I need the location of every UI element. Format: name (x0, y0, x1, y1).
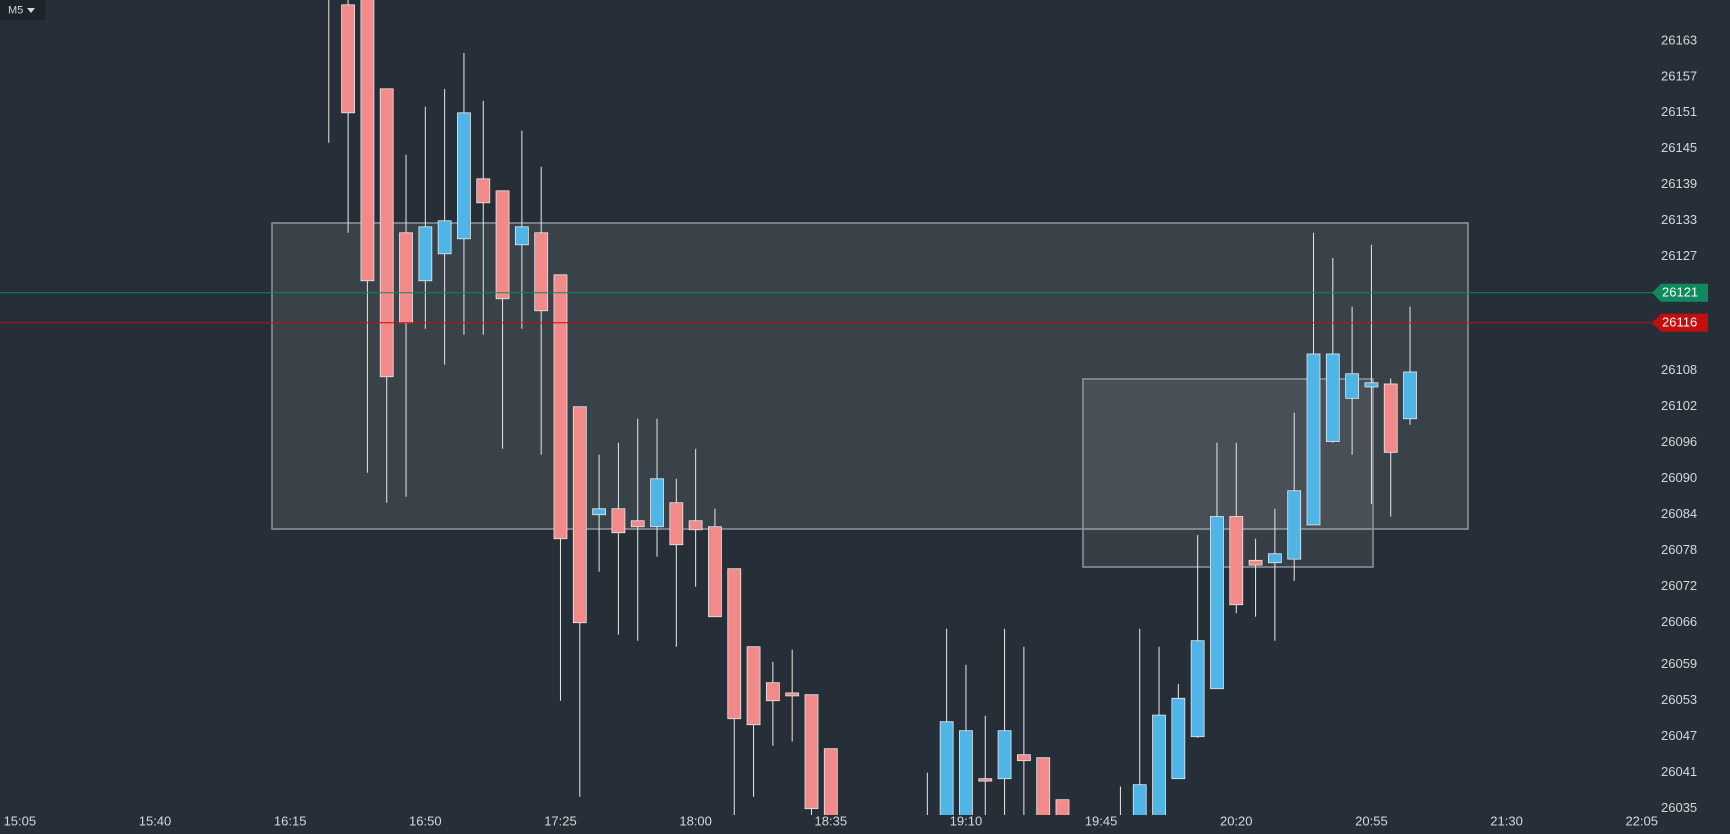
y-tick-label: 26041 (1661, 764, 1697, 779)
y-tick-label: 26157 (1661, 68, 1697, 83)
y-tick-label: 26139 (1661, 176, 1697, 191)
candle-body (1055, 799, 1070, 815)
candle-body (495, 190, 510, 300)
candle-body (650, 478, 664, 528)
y-tick-label: 26145 (1661, 140, 1697, 155)
y-tick-label: 26072 (1661, 578, 1697, 593)
candle-body (553, 274, 568, 540)
y-tick-label: 26035 (1661, 800, 1697, 815)
candle-body (437, 220, 452, 255)
candle-body (1403, 371, 1417, 420)
candle-body (399, 232, 413, 324)
candle-body (669, 502, 684, 546)
candle-body (418, 226, 433, 282)
price-tag (1652, 283, 1708, 302)
price-tag (1652, 313, 1708, 332)
candle-body (630, 520, 645, 528)
x-tick-label: 20:55 (1355, 813, 1388, 828)
x-tick-label: 19:45 (1085, 813, 1118, 828)
candle-body (978, 778, 993, 782)
x-tick-label: 22:05 (1625, 813, 1658, 828)
candle-body (379, 88, 394, 378)
candle-body (1345, 373, 1360, 399)
candle-body (688, 520, 703, 531)
x-tick-label: 21:30 (1490, 813, 1523, 828)
candle-body (1016, 754, 1031, 762)
candle-body (1383, 383, 1398, 453)
candle-body (1132, 784, 1147, 815)
y-tick-label: 26078 (1661, 542, 1697, 557)
zones (271, 222, 1469, 568)
x-tick-label: 18:00 (679, 813, 712, 828)
candles (328, 0, 1417, 815)
candle-body (1267, 553, 1282, 564)
candle-body (360, 0, 375, 282)
candle-body (1248, 559, 1263, 566)
candle-body (765, 682, 780, 702)
x-tick-label: 16:50 (409, 813, 442, 828)
y-tick-label: 26151 (1661, 104, 1697, 119)
x-tick-label: 17:25 (544, 813, 577, 828)
x-tick-label: 20:20 (1220, 813, 1253, 828)
candle-body (823, 748, 838, 815)
y-tick-label: 26108 (1661, 362, 1697, 377)
candle-body (1325, 353, 1340, 442)
candle-body (1210, 516, 1224, 690)
y-tick-label: 26084 (1661, 506, 1697, 521)
y-tick-label: 26127 (1661, 248, 1697, 263)
candle-body (804, 694, 819, 810)
candle-body (1036, 757, 1051, 815)
candle-body (1152, 714, 1166, 815)
x-tick-label: 19:10 (950, 813, 983, 828)
candle-body (457, 112, 471, 240)
candle-body (708, 526, 722, 618)
y-tick-label: 26096 (1661, 434, 1697, 449)
candle-body (727, 568, 742, 720)
candle-body (572, 406, 587, 624)
candle-body (592, 508, 607, 516)
candle-body (1364, 382, 1379, 388)
zone-rectangle (271, 222, 1469, 530)
y-tick-label: 26102 (1661, 398, 1697, 413)
candle-body (476, 178, 491, 204)
y-tick-label: 26163 (1661, 32, 1697, 47)
dropdown-arrow[interactable] (27, 8, 35, 13)
timeframe-label[interactable]: M5 (8, 4, 23, 16)
y-tick-label: 26090 (1661, 470, 1697, 485)
candle-body (939, 721, 954, 815)
candle-body (341, 4, 355, 114)
y-tick-label: 26066 (1661, 614, 1697, 629)
candle-body (959, 730, 973, 815)
timeframe-selector[interactable]: M5 (0, 0, 45, 20)
x-tick-label: 18:35 (815, 813, 848, 828)
candle-body (611, 508, 626, 534)
candle-body (534, 232, 549, 312)
x-tick-label: 15:05 (4, 813, 37, 828)
candle-body (746, 646, 761, 726)
candle-body (997, 730, 1012, 780)
candle-body (1229, 516, 1244, 606)
price-tag-label: 26121 (1662, 285, 1698, 300)
candle-body (1190, 640, 1205, 738)
y-tick-label: 26133 (1661, 212, 1697, 227)
y-tick-label: 26053 (1661, 692, 1697, 707)
candle-body (1306, 353, 1321, 526)
timeframe-button[interactable] (0, 0, 45, 20)
y-tick-label: 26059 (1661, 656, 1697, 671)
x-tick-label: 16:15 (274, 813, 307, 828)
price-tag-label: 26116 (1662, 315, 1697, 330)
x-tick-label: 15:40 (139, 813, 172, 828)
candle-body (1287, 490, 1302, 560)
candle-body (785, 692, 800, 697)
zone-rectangle (1082, 378, 1374, 568)
y-tick-label: 26047 (1661, 728, 1697, 743)
candle-body (514, 226, 529, 246)
candle-body (1171, 697, 1186, 780)
overlay: 26163 26157 26151 26145 26139 26133 26127 26108… (0, 32, 1708, 828)
